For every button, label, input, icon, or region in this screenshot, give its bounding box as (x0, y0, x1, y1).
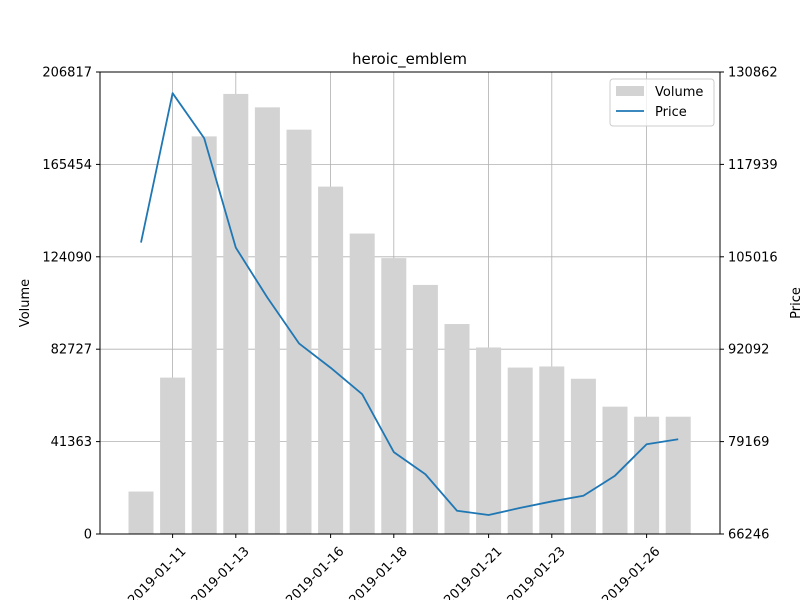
right-axis: 66246 79169 92092 105016 117939 130862 (720, 66, 778, 543)
x-tick-label: 2019-01-21 (441, 544, 505, 600)
volume-bar (444, 324, 470, 534)
y-left-tick-label: 41363 (51, 435, 92, 450)
volume-bar (349, 233, 375, 535)
y-left-tick-label: 82727 (51, 343, 92, 358)
price-line (140, 92, 679, 516)
volume-bar (476, 347, 502, 534)
price-line-layer (140, 92, 679, 516)
volume-bar (602, 406, 628, 534)
volume-bar (128, 491, 154, 534)
volume-bar (539, 366, 565, 534)
y-left-tick-label: 0 (84, 528, 92, 543)
plot-frame (99, 71, 721, 535)
y-right-tick-label: 105016 (728, 250, 778, 265)
y-left-tick-label: 206817 (42, 66, 92, 81)
y-left-tick-label: 124090 (42, 250, 92, 265)
volume-bar (665, 416, 691, 534)
x-tick-label: 2019-01-16 (283, 544, 347, 600)
legend: Volume Price (609, 78, 715, 127)
volume-bar (223, 93, 249, 534)
y-right-tick-label: 79169 (728, 435, 769, 450)
legend-volume-label: Volume (655, 85, 703, 100)
legend-price-label: Price (655, 105, 687, 120)
volume-bar (570, 378, 596, 534)
volume-bar (160, 377, 186, 534)
volume-bars (128, 93, 691, 535)
y-right-tick-label: 66246 (728, 528, 769, 543)
y-left-axis-label: Volume (18, 279, 33, 327)
y-right-tick-label: 117939 (728, 158, 778, 173)
x-tick-label: 2019-01-13 (189, 544, 253, 600)
legend-volume-swatch (616, 86, 644, 96)
y-right-axis-label: Price (789, 287, 800, 319)
y-left-tick-label: 165454 (42, 158, 92, 173)
volume-bar (254, 107, 280, 534)
y-right-tick-label: 92092 (728, 343, 769, 358)
volume-bar (412, 284, 438, 534)
volume-bar (381, 258, 407, 534)
volume-bar (634, 416, 660, 534)
x-tick-label: 2019-01-11 (125, 544, 189, 600)
x-tick-label: 2019-01-26 (599, 544, 663, 600)
y-right-tick-label: 130862 (728, 66, 778, 81)
x-axis: 2019-01-11 2019-01-13 2019-01-16 2019-01-18… (125, 534, 663, 604)
x-tick-label: 2019-01-23 (505, 544, 569, 600)
chart-title: heroic_emblem (352, 50, 467, 69)
volume-bar (191, 136, 217, 534)
x-tick-label: 2019-01-18 (347, 544, 411, 600)
left-axis: 0 41363 82727 124090 165454 206817 (42, 66, 100, 543)
